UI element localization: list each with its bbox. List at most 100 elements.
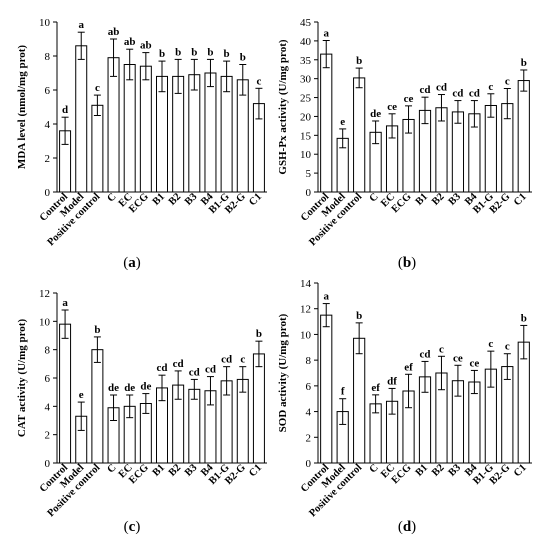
bar — [353, 77, 366, 193]
y-tick-label: 8 — [306, 355, 312, 367]
bar — [484, 104, 497, 193]
category-label: C1 — [512, 191, 529, 208]
bar — [107, 57, 120, 193]
y-tick-label: 0 — [306, 187, 312, 199]
significance-label: de — [124, 382, 135, 394]
significance-label: b — [159, 48, 165, 60]
y-tick-label: 15 — [300, 130, 312, 142]
category-label: B2 — [430, 462, 446, 478]
significance-label: ce — [404, 93, 414, 105]
significance-label: ce — [453, 352, 463, 364]
category-label: B2 — [167, 191, 183, 207]
y-tick-label: 2 — [45, 430, 51, 442]
significance-label: c — [505, 341, 510, 353]
significance-label: ab — [124, 36, 136, 48]
y-tick-label: 6 — [306, 381, 312, 393]
category-label: ECG — [127, 191, 151, 215]
y-tick-label: 30 — [300, 74, 312, 86]
panel-label: (b) — [398, 255, 416, 271]
category-label: C1 — [512, 462, 529, 479]
category-label: B1 — [151, 462, 167, 478]
category-label: B1 — [151, 191, 167, 207]
y-tick-label: 0 — [45, 458, 51, 470]
category-label: ECG — [390, 462, 414, 486]
y-tick-label: 12 — [300, 304, 311, 316]
bar — [91, 104, 104, 193]
y-tick-label: 10 — [39, 17, 51, 29]
y-tick-label: 10 — [39, 316, 51, 328]
y-tick-label: 45 — [300, 17, 312, 29]
significance-label: cd — [221, 354, 232, 366]
y-tick-label: 0 — [306, 458, 312, 470]
category-label: B1 — [414, 191, 430, 207]
significance-label: b — [224, 48, 230, 60]
bar — [220, 75, 233, 193]
significance-label: b — [356, 55, 362, 67]
y-tick-label: 40 — [300, 36, 312, 48]
category-label: B3 — [447, 191, 463, 207]
significance-label: ab — [140, 40, 152, 52]
bar — [468, 381, 481, 464]
bar — [75, 45, 88, 193]
bar — [252, 353, 265, 464]
y-tick-label: 25 — [300, 93, 312, 105]
y-axis-label: GSH-Px activity (U/mg prot) — [277, 39, 289, 174]
y-tick-label: 10 — [300, 329, 312, 341]
bar — [204, 72, 217, 193]
significance-label: cd — [436, 82, 447, 94]
significance-label: c — [488, 81, 493, 93]
bar — [353, 337, 366, 464]
y-tick-label: 4 — [306, 407, 312, 419]
significance-label: cd — [205, 364, 216, 376]
y-tick-label: 6 — [45, 373, 51, 385]
significance-label: ef — [371, 382, 380, 394]
significance-label: b — [521, 57, 527, 69]
significance-label: b — [207, 46, 213, 58]
bar — [320, 314, 333, 464]
bar — [139, 65, 152, 193]
y-tick-label: 5 — [306, 168, 312, 180]
y-tick-label: 0 — [45, 187, 51, 199]
significance-label: cd — [420, 84, 431, 96]
significance-label: c — [256, 75, 261, 87]
category-label: B2 — [430, 191, 446, 207]
significance-label: e — [79, 389, 84, 401]
y-tick-label: 35 — [300, 55, 312, 67]
significance-label: e — [340, 116, 345, 128]
y-axis-label: CAT activity (U/mg prot) — [16, 319, 28, 438]
y-tick-label: 20 — [300, 111, 312, 123]
significance-label: ce — [470, 357, 480, 369]
significance-label: c — [488, 338, 493, 350]
significance-label: a — [78, 19, 84, 31]
significance-label: de — [370, 108, 381, 120]
category-label: B3 — [183, 462, 199, 478]
y-tick-label: 8 — [45, 51, 51, 63]
significance-label: f — [341, 386, 345, 398]
bar — [501, 366, 514, 464]
significance-label: c — [439, 343, 444, 355]
significance-label: a — [62, 297, 68, 309]
significance-label: cd — [420, 348, 431, 360]
significance-label: cd — [189, 366, 200, 378]
y-tick-label: 2 — [306, 432, 312, 444]
category-label: ECG — [127, 462, 151, 486]
y-tick-label: 14 — [300, 278, 312, 290]
panel-label: (a) — [123, 255, 141, 271]
y-tick-label: 2 — [45, 153, 51, 165]
category-label: C1 — [247, 462, 264, 479]
significance-label: ab — [108, 26, 120, 38]
significance-label: de — [108, 382, 119, 394]
bar — [517, 341, 530, 464]
significance-label: de — [140, 381, 151, 393]
significance-label: cd — [452, 88, 463, 100]
bar — [188, 74, 201, 193]
category-label: B2 — [167, 462, 183, 478]
category-label: B1 — [414, 462, 430, 478]
significance-label: b — [240, 52, 246, 64]
y-tick-label: 4 — [45, 401, 51, 413]
significance-label: c — [505, 75, 510, 87]
significance-label: b — [191, 46, 197, 58]
